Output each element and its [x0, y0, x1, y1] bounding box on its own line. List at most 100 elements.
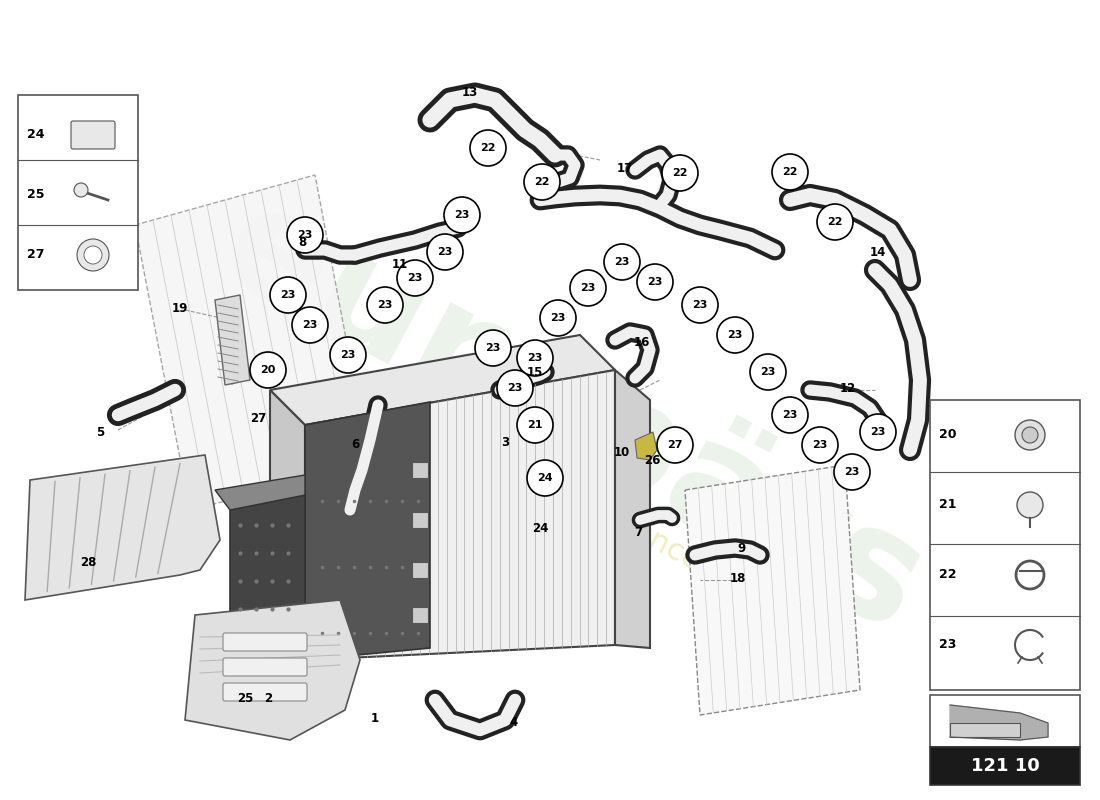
Text: 23: 23 [485, 343, 501, 353]
Text: 23: 23 [812, 440, 827, 450]
Text: 23: 23 [302, 320, 318, 330]
Text: 20: 20 [939, 429, 957, 442]
Polygon shape [135, 175, 370, 510]
Circle shape [860, 414, 896, 450]
Circle shape [717, 317, 754, 353]
FancyBboxPatch shape [223, 658, 307, 676]
Circle shape [287, 217, 323, 253]
Text: 25: 25 [236, 691, 253, 705]
Polygon shape [635, 432, 657, 460]
Text: 23: 23 [727, 330, 742, 340]
Text: 15: 15 [527, 366, 543, 378]
Text: europärs: europärs [196, 168, 948, 664]
Text: 23: 23 [692, 300, 707, 310]
Text: 24: 24 [537, 473, 553, 483]
Text: 23: 23 [297, 230, 312, 240]
FancyBboxPatch shape [223, 683, 307, 701]
Text: 23: 23 [939, 638, 957, 651]
Text: 21: 21 [527, 420, 542, 430]
Circle shape [657, 427, 693, 463]
Circle shape [517, 407, 553, 443]
Circle shape [527, 460, 563, 496]
FancyBboxPatch shape [223, 633, 307, 651]
Polygon shape [412, 512, 428, 528]
Text: 17: 17 [617, 162, 634, 174]
Circle shape [524, 164, 560, 200]
Circle shape [662, 155, 698, 191]
Polygon shape [305, 370, 615, 660]
Polygon shape [412, 607, 428, 623]
Polygon shape [270, 335, 615, 425]
Circle shape [604, 244, 640, 280]
Text: 23: 23 [507, 383, 522, 393]
Text: 11: 11 [392, 258, 408, 271]
Text: 14: 14 [870, 246, 887, 258]
Text: 24: 24 [531, 522, 548, 534]
Circle shape [330, 337, 366, 373]
Text: 23: 23 [377, 300, 393, 310]
Polygon shape [685, 465, 860, 715]
Text: 4: 4 [510, 715, 518, 729]
FancyBboxPatch shape [930, 747, 1080, 785]
Circle shape [497, 370, 534, 406]
Polygon shape [305, 402, 430, 660]
Text: 10: 10 [614, 446, 630, 459]
Polygon shape [25, 455, 220, 600]
Text: 28: 28 [80, 555, 96, 569]
Text: 2: 2 [264, 691, 272, 705]
FancyBboxPatch shape [930, 400, 1080, 690]
Text: 6: 6 [351, 438, 359, 451]
Circle shape [397, 260, 433, 296]
Text: 22: 22 [535, 177, 550, 187]
Text: 23: 23 [438, 247, 453, 257]
Circle shape [1022, 427, 1038, 443]
Circle shape [570, 270, 606, 306]
Polygon shape [214, 475, 305, 510]
Text: 27: 27 [250, 411, 266, 425]
FancyBboxPatch shape [18, 95, 138, 290]
Circle shape [84, 246, 102, 264]
Circle shape [802, 427, 838, 463]
Text: 12: 12 [840, 382, 856, 394]
Text: 23: 23 [581, 283, 596, 293]
Text: 22: 22 [782, 167, 797, 177]
Text: 23: 23 [614, 257, 629, 267]
Text: 23: 23 [527, 353, 542, 363]
Text: 121 10: 121 10 [970, 757, 1040, 775]
Text: 18: 18 [729, 571, 746, 585]
Polygon shape [412, 462, 428, 478]
Circle shape [74, 183, 88, 197]
Circle shape [750, 354, 786, 390]
Circle shape [444, 197, 480, 233]
Polygon shape [230, 495, 305, 675]
Text: 13: 13 [462, 86, 478, 98]
Text: 23: 23 [870, 427, 886, 437]
Text: 23: 23 [782, 410, 797, 420]
Text: 23: 23 [647, 277, 662, 287]
Circle shape [540, 300, 576, 336]
Text: 1: 1 [371, 711, 380, 725]
Text: 27: 27 [28, 249, 45, 262]
Circle shape [270, 277, 306, 313]
Circle shape [1015, 420, 1045, 450]
Circle shape [367, 287, 403, 323]
Circle shape [77, 239, 109, 271]
Text: 9: 9 [738, 542, 746, 554]
Circle shape [470, 130, 506, 166]
Circle shape [682, 287, 718, 323]
Text: 23: 23 [407, 273, 422, 283]
Polygon shape [185, 600, 360, 740]
FancyBboxPatch shape [72, 121, 116, 149]
Text: 20: 20 [261, 365, 276, 375]
Circle shape [475, 330, 512, 366]
Circle shape [834, 454, 870, 490]
Text: 23: 23 [280, 290, 296, 300]
Polygon shape [412, 562, 428, 578]
Text: 23: 23 [760, 367, 775, 377]
Text: 22: 22 [672, 168, 688, 178]
Circle shape [517, 340, 553, 376]
Text: 22: 22 [827, 217, 843, 227]
Text: 23: 23 [845, 467, 860, 477]
Circle shape [1018, 492, 1043, 518]
Circle shape [817, 204, 852, 240]
